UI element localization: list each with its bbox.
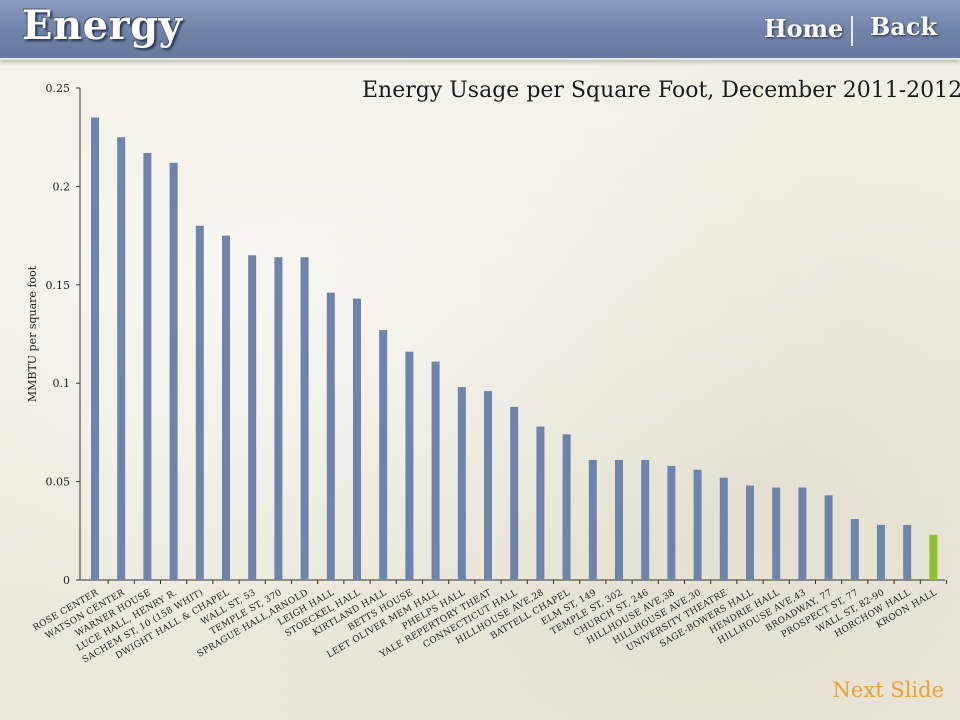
nav-divider bbox=[851, 16, 853, 46]
bar-11 bbox=[379, 330, 388, 580]
bar-24 bbox=[719, 477, 728, 580]
bar-10 bbox=[353, 298, 361, 580]
bar-22 bbox=[667, 465, 676, 580]
bar-9 bbox=[326, 292, 335, 580]
y-tick-label: 0.15 bbox=[46, 279, 71, 292]
bar-20 bbox=[615, 459, 623, 580]
y-tick-label: 0.05 bbox=[46, 476, 71, 489]
bar-6 bbox=[248, 255, 257, 580]
bar-13 bbox=[431, 361, 440, 580]
bar-0 bbox=[91, 117, 99, 580]
bar-18 bbox=[562, 434, 571, 580]
bar-5 bbox=[222, 235, 230, 580]
page-title: Energy bbox=[22, 2, 183, 49]
bar-26 bbox=[772, 487, 781, 580]
bar-32 bbox=[929, 534, 938, 580]
bar-12 bbox=[405, 351, 414, 580]
y-tick-label: 0.2 bbox=[53, 180, 71, 193]
y-tick-label: 0.25 bbox=[46, 82, 71, 95]
y-tick-label: 0 bbox=[63, 574, 70, 587]
y-tick-label: 0.1 bbox=[53, 377, 71, 390]
bar-14 bbox=[457, 387, 466, 580]
bar-29 bbox=[850, 518, 859, 580]
bar-7 bbox=[274, 257, 283, 580]
bar-4 bbox=[195, 225, 204, 580]
bar-19 bbox=[588, 459, 597, 580]
bar-1 bbox=[117, 137, 126, 580]
bar-21 bbox=[641, 459, 650, 580]
next-slide-link[interactable]: Next Slide bbox=[832, 678, 944, 702]
bar-31 bbox=[903, 524, 912, 580]
bar-23 bbox=[693, 469, 702, 580]
bar-16 bbox=[510, 406, 519, 580]
bar-28 bbox=[824, 495, 833, 580]
header-bar: Energy Home Back bbox=[0, 0, 960, 60]
bar-30 bbox=[877, 524, 885, 580]
bar-3 bbox=[169, 162, 178, 580]
home-link[interactable]: Home bbox=[764, 14, 844, 43]
bar-27 bbox=[798, 487, 807, 580]
back-link[interactable]: Back bbox=[870, 12, 938, 41]
bar-17 bbox=[536, 426, 545, 580]
bar-2 bbox=[143, 152, 152, 580]
y-axis-label: MMBTU per square foot bbox=[26, 265, 39, 402]
bar-25 bbox=[746, 485, 754, 580]
chart-title: Energy Usage per Square Foot, December 2… bbox=[362, 78, 960, 103]
bar-8 bbox=[300, 257, 309, 580]
energy-bar-chart: 0 0.05 0.1 0.15 0.2 0.25 MMBTU per square foot… bbox=[26, 82, 947, 666]
bar-15 bbox=[484, 391, 492, 580]
